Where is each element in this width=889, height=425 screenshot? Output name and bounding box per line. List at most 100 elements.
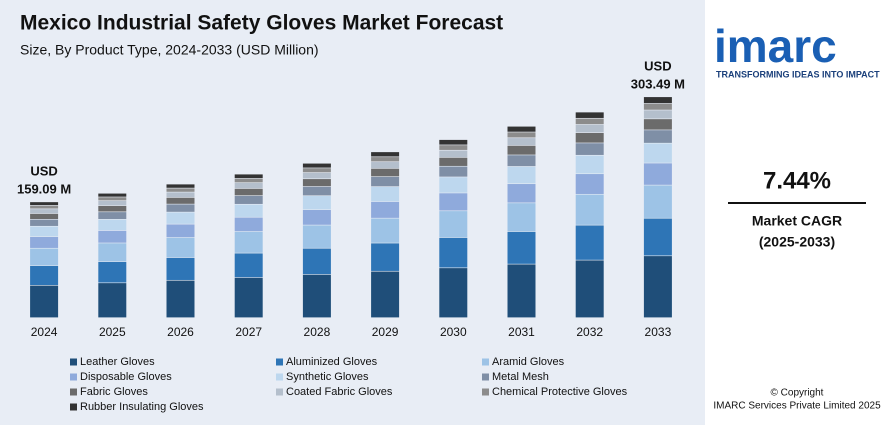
bar-segment (166, 237, 195, 258)
bar-segment (302, 274, 331, 318)
bar-segment (439, 139, 468, 145)
legend-label: Rubber Insulating Gloves (80, 401, 204, 413)
bar-segment (302, 186, 331, 196)
bar-segment (575, 174, 604, 194)
bar-segment (507, 155, 536, 167)
bar-segment (439, 150, 468, 158)
x-tick-label: 2027 (235, 325, 262, 339)
bar-segment (234, 183, 263, 189)
x-tick-label: 2033 (645, 325, 672, 339)
bar-segment (234, 204, 263, 217)
bar-segment (575, 132, 604, 143)
legend-swatch (70, 373, 77, 381)
bar-segment (575, 124, 604, 133)
bar-segment (507, 132, 536, 138)
bar-segment (439, 268, 468, 318)
bar-segment (302, 179, 331, 187)
legend-swatch (482, 373, 489, 381)
bar-segment (507, 145, 536, 155)
bar-segment (234, 231, 263, 253)
bar-segment (98, 243, 127, 262)
bar-segment (302, 163, 331, 168)
bar-segment (371, 186, 400, 202)
legend-label: Leather Gloves (80, 356, 155, 368)
bar-segment (166, 192, 195, 198)
bar-segment (302, 225, 331, 248)
chart-subtitle: Size, By Product Type, 2024-2033 (USD Mi… (20, 42, 319, 58)
bar-segment (98, 193, 127, 197)
legend-label: Chemical Protective Gloves (492, 386, 628, 398)
total-label: USD (644, 59, 671, 74)
legend-swatch (482, 358, 489, 366)
bar-segment (507, 264, 536, 318)
bar-segment (98, 230, 127, 243)
bar-segment (166, 257, 195, 280)
bar-segment (643, 119, 672, 130)
bar-segment (575, 194, 604, 225)
bar-segment (371, 176, 400, 187)
bar-segment (30, 248, 59, 266)
x-tick-label: 2025 (99, 325, 126, 339)
total-label: 159.09 M (17, 182, 71, 197)
bar-segment (507, 126, 536, 132)
cagr-label: Market CAGR (752, 213, 842, 229)
bar-segment (439, 177, 468, 193)
bar-segment (98, 283, 127, 318)
bar-segment (371, 243, 400, 271)
bar-segment (234, 178, 263, 183)
legend-label: Coated Fabric Gloves (286, 386, 393, 398)
logo: imarc (714, 20, 837, 72)
bar-segment (371, 201, 400, 218)
bar-segment (98, 200, 127, 206)
legend-swatch (70, 358, 77, 366)
tagline: TRANSFORMING IDEAS INTO IMPACT (716, 69, 880, 79)
bar-segment (371, 157, 400, 162)
bar-segment (439, 157, 468, 166)
bar-segment (234, 277, 263, 318)
bar-segment (166, 212, 195, 224)
bar-segment (507, 231, 536, 264)
bar-segment (643, 103, 672, 110)
bar-segment (30, 265, 59, 285)
x-tick-label: 2028 (304, 325, 331, 339)
bar-segment (439, 211, 468, 238)
cagr-value: 7.44% (763, 167, 831, 194)
bar-segment (234, 217, 263, 232)
legend-label: Aluminized Gloves (286, 356, 378, 368)
bar-segment (302, 172, 331, 179)
bar-segment (166, 197, 195, 204)
legend-swatch (70, 388, 77, 396)
bar-segment (575, 143, 604, 155)
bar-segment (30, 236, 59, 248)
bar-segment (643, 218, 672, 256)
bar-segment (302, 196, 331, 210)
bar-segment (439, 237, 468, 268)
bar-segment (30, 226, 59, 237)
x-tick-label: 2032 (576, 325, 603, 339)
legend-label: Synthetic Gloves (286, 371, 369, 383)
legend-label: Fabric Gloves (80, 386, 148, 398)
legend-swatch (276, 388, 283, 396)
bar-segment (98, 261, 127, 283)
legend-swatch (482, 388, 489, 396)
legend-label: Aramid Gloves (492, 356, 565, 368)
x-tick-label: 2029 (372, 325, 399, 339)
bar-segment (30, 219, 59, 226)
bar-segment (234, 188, 263, 196)
bar-segment (98, 197, 127, 201)
bar-segment (507, 203, 536, 232)
total-label: USD (30, 164, 57, 179)
bar-segment (371, 168, 400, 177)
bar-segment (30, 202, 59, 206)
bar-segment (575, 155, 604, 174)
bar-segment (371, 162, 400, 169)
bar-segment (507, 166, 536, 184)
bar-segment (98, 205, 127, 212)
company: IMARC Services Private Limited 2025 (713, 401, 881, 412)
bar-segment (98, 219, 127, 231)
bar-segment (302, 248, 331, 275)
bar-segment (439, 166, 468, 177)
bar-segment (643, 110, 672, 119)
